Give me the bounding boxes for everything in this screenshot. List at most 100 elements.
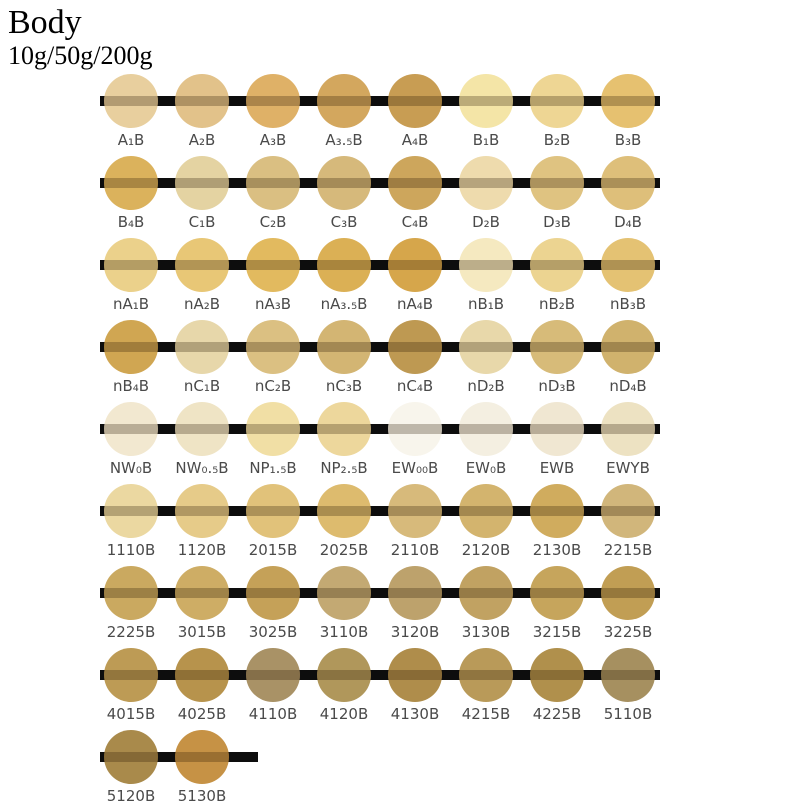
swatch-row: A₁B A₂B A₃B A₃.₅B A₄B B₁B B₂B B₃B: [100, 74, 660, 151]
shade-circle: [530, 566, 584, 620]
swatch-row: 4015B 4025B 4110B 4120B 4130B 4215B 4225B 5110B: [100, 648, 660, 725]
header: Body 10g/50g/200g: [0, 0, 800, 70]
shade-label: EW₀₀B: [391, 459, 439, 477]
shade-swatch: C₁B: [175, 156, 229, 231]
shade-circle: [388, 484, 442, 538]
bar-overlay: [388, 260, 442, 270]
bar-overlay: [246, 96, 300, 106]
shade-swatch: D₃B: [530, 156, 584, 231]
shade-label: nC₄B: [396, 377, 434, 395]
shade-swatch: 3120B: [388, 566, 442, 641]
shade-swatch: 4015B: [104, 648, 158, 723]
shade-circle: [104, 238, 158, 292]
bar-overlay: [104, 506, 158, 516]
bar-overlay: [246, 670, 300, 680]
shade-label: nD₂B: [467, 377, 505, 395]
shade-label: B₃B: [614, 131, 642, 149]
bar-overlay: [246, 588, 300, 598]
shade-circle: [246, 402, 300, 456]
shade-label: A₄B: [401, 131, 429, 149]
shade-swatch: A₂B: [175, 74, 229, 149]
bar-overlay: [459, 424, 513, 434]
shade-swatch: 1120B: [175, 484, 229, 559]
bar-overlay: [104, 178, 158, 188]
swatch-group: nA₁B nA₂B nA₃B nA₃.₅B nA₄B nB₁B nB₂B nB₃B: [104, 238, 655, 313]
black-bar: [100, 260, 660, 270]
bar-overlay: [388, 670, 442, 680]
swatch-group: A₁B A₂B A₃B A₃.₅B A₄B B₁B B₂B B₃B: [104, 74, 655, 149]
shade-swatch: nD₄B: [601, 320, 655, 395]
shade-swatch: 4130B: [388, 648, 442, 723]
shade-circle: [104, 648, 158, 702]
shade-swatch: 2225B: [104, 566, 158, 641]
shade-circle: [175, 730, 229, 784]
shade-label: C₃B: [330, 213, 358, 231]
bar-overlay: [530, 260, 584, 270]
shade-label: EWB: [539, 459, 575, 477]
shade-label: 2130B: [532, 541, 582, 559]
shade-swatch: D₄B: [601, 156, 655, 231]
shade-label: 5110B: [603, 705, 653, 723]
shade-swatch: 3130B: [459, 566, 513, 641]
shade-swatch: EW₀B: [459, 402, 513, 477]
shade-swatch: 5120B: [104, 730, 158, 805]
shade-swatch: 4225B: [530, 648, 584, 723]
shade-label: nA₂B: [183, 295, 221, 313]
bar-overlay: [601, 506, 655, 516]
shade-circle: [246, 74, 300, 128]
bar-overlay: [104, 342, 158, 352]
shade-circle: [317, 566, 371, 620]
shade-label: D₄B: [614, 213, 642, 231]
bar-overlay: [246, 424, 300, 434]
shade-circle: [530, 402, 584, 456]
swatch-row: nB₄B nC₁B nC₂B nC₃B nC₄B nD₂B nD₃B nD₄B: [100, 320, 660, 397]
shade-swatch: nA₄B: [388, 238, 442, 313]
shade-swatch: NW₀.₅B: [175, 402, 229, 477]
shade-label: 4110B: [248, 705, 298, 723]
shade-circle: [104, 402, 158, 456]
shade-swatch: 2015B: [246, 484, 300, 559]
product-sizes: 10g/50g/200g: [8, 41, 153, 70]
bar-overlay: [104, 752, 158, 762]
shade-swatch: 5130B: [175, 730, 229, 805]
shade-circle: [246, 156, 300, 210]
shade-swatch: B₂B: [530, 74, 584, 149]
bar-overlay: [530, 588, 584, 598]
shade-label: A₂B: [188, 131, 216, 149]
shade-circle: [459, 402, 513, 456]
shade-swatch: nC₁B: [175, 320, 229, 395]
shade-label: 4130B: [390, 705, 440, 723]
bar-overlay: [317, 178, 371, 188]
shade-circle: [388, 566, 442, 620]
bar-overlay: [459, 260, 513, 270]
swatch-row: 5120B 5130B: [100, 730, 258, 807]
shade-label: nB₁B: [467, 295, 505, 313]
shade-circle: [388, 156, 442, 210]
shade-label: 1110B: [106, 541, 156, 559]
shade-label: 2225B: [106, 623, 156, 641]
shade-circle: [246, 320, 300, 374]
bar-overlay: [530, 670, 584, 680]
shade-swatch: B₄B: [104, 156, 158, 231]
black-bar: [100, 588, 660, 598]
swatch-group: B₄B C₁B C₂B C₃B C₄B D₂B D₃B D₄B: [104, 156, 655, 231]
swatch-group: 4015B 4025B 4110B 4120B 4130B 4215B 4225B 5110B: [104, 648, 655, 723]
shade-circle: [601, 566, 655, 620]
shade-swatch: 3110B: [317, 566, 371, 641]
shade-label: C₂B: [259, 213, 287, 231]
shade-swatch: 2215B: [601, 484, 655, 559]
swatch-group: 5120B 5130B: [104, 730, 229, 805]
bar-overlay: [246, 178, 300, 188]
shade-label: 2025B: [319, 541, 369, 559]
shade-swatch: EWB: [530, 402, 584, 477]
shade-circle: [175, 402, 229, 456]
bar-overlay: [175, 506, 229, 516]
bar-overlay: [317, 506, 371, 516]
shade-circle: [317, 74, 371, 128]
shade-circle: [459, 320, 513, 374]
shade-circle: [175, 320, 229, 374]
bar-overlay: [246, 506, 300, 516]
shade-circle: [530, 648, 584, 702]
bar-overlay: [601, 96, 655, 106]
shade-circle: [388, 238, 442, 292]
